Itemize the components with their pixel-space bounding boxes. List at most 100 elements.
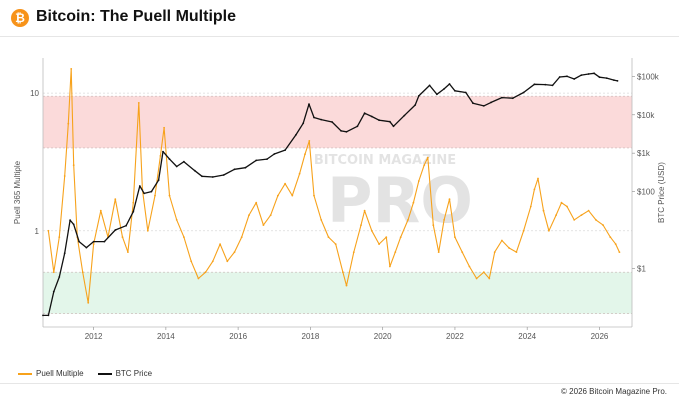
point-puell-multiple bbox=[70, 68, 73, 70]
point-puell-multiple bbox=[99, 209, 102, 212]
legend-item-puell[interactable]: Puell Multiple bbox=[18, 369, 84, 378]
point-btc-price bbox=[201, 175, 203, 178]
x-tick-label-2026: 2026 bbox=[591, 332, 609, 341]
point-puell-multiple bbox=[482, 271, 485, 274]
point-btc-price bbox=[193, 169, 196, 172]
point-puell-multiple bbox=[298, 172, 301, 175]
right-tick-label-10000: $10k bbox=[637, 111, 655, 120]
watermark-line1: BITCOIN MAGAZINE bbox=[314, 153, 456, 168]
bitcoin-logo-icon: ₿ bbox=[11, 9, 29, 27]
point-puell-multiple bbox=[602, 224, 604, 227]
point-puell-multiple bbox=[426, 156, 429, 159]
point-puell-multiple bbox=[52, 271, 55, 274]
point-puell-multiple bbox=[555, 214, 557, 217]
series-line-btc-price bbox=[43, 72, 618, 317]
point-btc-price bbox=[573, 78, 576, 80]
point-btc-price bbox=[47, 314, 50, 317]
point-btc-price bbox=[392, 125, 395, 128]
point-puell-multiple bbox=[437, 251, 440, 254]
point-btc-price bbox=[558, 76, 561, 78]
point-puell-multiple bbox=[385, 236, 388, 239]
legend-label-puell: Puell Multiple bbox=[36, 369, 84, 378]
point-btc-price bbox=[482, 105, 485, 107]
point-btc-price bbox=[428, 84, 431, 87]
point-puell-multiple bbox=[363, 209, 366, 212]
right-tick-label-100: $100 bbox=[637, 188, 655, 197]
point-puell-multiple bbox=[560, 201, 563, 204]
point-btc-price bbox=[345, 130, 348, 133]
point-puell-multiple bbox=[197, 277, 200, 280]
point-btc-price bbox=[168, 158, 171, 161]
point-btc-price bbox=[150, 190, 153, 193]
watermark: BITCOIN MAGAZINE PRO bbox=[314, 153, 473, 237]
point-puell-multiple bbox=[72, 164, 75, 167]
point-btc-price bbox=[103, 240, 106, 243]
legend-item-btc[interactable]: BTC Price bbox=[97, 369, 153, 378]
point-puell-multiple bbox=[454, 236, 456, 239]
point-puell-multiple bbox=[461, 251, 464, 254]
x-tick-label-2016: 2016 bbox=[229, 332, 247, 341]
point-puell-multiple bbox=[127, 251, 129, 254]
left-tick-label-10: 10 bbox=[30, 89, 39, 98]
point-btc-price bbox=[389, 120, 391, 123]
point-puell-multiple bbox=[566, 205, 568, 208]
point-btc-price bbox=[52, 290, 55, 293]
point-puell-multiple bbox=[580, 214, 583, 217]
point-btc-price bbox=[233, 168, 236, 171]
axis-labels: 2012 2014 2016 2018 2020 2022 2024 2026 1 10 $1 $10… bbox=[13, 72, 666, 341]
right-axis-title: BTC Price (USD) bbox=[657, 162, 666, 223]
legend-label-btc: BTC Price bbox=[115, 369, 153, 378]
x-tick-label-2014: 2014 bbox=[157, 332, 175, 341]
left-tick-label-1: 1 bbox=[35, 227, 40, 236]
point-btc-price bbox=[613, 79, 615, 81]
point-puell-multiple bbox=[468, 265, 471, 268]
point-puell-multiple bbox=[114, 198, 117, 201]
point-puell-multiple bbox=[609, 236, 612, 239]
point-btc-price bbox=[273, 153, 276, 155]
point-puell-multiple bbox=[240, 236, 243, 239]
point-puell-multiple bbox=[284, 182, 286, 185]
point-puell-multiple bbox=[412, 201, 415, 204]
point-puell-multiple bbox=[190, 260, 193, 263]
point-btc-price bbox=[78, 240, 80, 243]
point-puell-multiple bbox=[342, 271, 344, 274]
point-btc-price bbox=[308, 103, 310, 105]
point-btc-price bbox=[211, 176, 214, 178]
point-btc-price bbox=[544, 83, 547, 86]
series-layer bbox=[42, 68, 621, 317]
point-btc-price bbox=[183, 160, 185, 163]
point-puell-multiple bbox=[204, 271, 207, 274]
point-btc-price bbox=[162, 150, 164, 153]
point-puell-multiple bbox=[501, 239, 503, 242]
point-btc-price bbox=[533, 83, 536, 86]
point-btc-price bbox=[255, 159, 258, 162]
point-puell-multiple bbox=[87, 301, 90, 304]
legend: Puell Multiple BTC Price bbox=[18, 369, 152, 378]
point-btc-price bbox=[340, 130, 342, 132]
point-btc-price bbox=[356, 125, 359, 128]
point-btc-price bbox=[85, 246, 88, 249]
point-puell-multiple bbox=[423, 164, 426, 167]
point-puell-multiple bbox=[67, 122, 70, 125]
point-puell-multiple bbox=[394, 251, 397, 254]
point-puell-multiple bbox=[475, 277, 478, 280]
x-tick-label-2022: 2022 bbox=[446, 332, 464, 341]
point-btc-price bbox=[436, 93, 438, 96]
chart-title: Bitcoin: The Puell Multiple bbox=[36, 8, 236, 25]
left-axis-title: Puell 365 Multiple bbox=[13, 160, 22, 224]
point-btc-price bbox=[42, 314, 44, 317]
point-puell-multiple bbox=[277, 194, 279, 197]
point-puell-multiple bbox=[533, 188, 536, 191]
point-puell-multiple bbox=[548, 229, 550, 232]
footer-divider bbox=[0, 383, 679, 384]
point-btc-price bbox=[320, 118, 323, 121]
point-btc-price bbox=[295, 134, 297, 136]
point-puell-multiple bbox=[219, 243, 222, 246]
point-puell-multiple bbox=[389, 265, 391, 268]
point-btc-price bbox=[132, 210, 135, 213]
point-puell-multiple bbox=[308, 140, 311, 142]
point-puell-multiple bbox=[248, 214, 250, 217]
point-puell-multiple bbox=[360, 224, 362, 227]
point-puell-multiple bbox=[587, 209, 590, 212]
point-puell-multiple bbox=[154, 194, 156, 197]
